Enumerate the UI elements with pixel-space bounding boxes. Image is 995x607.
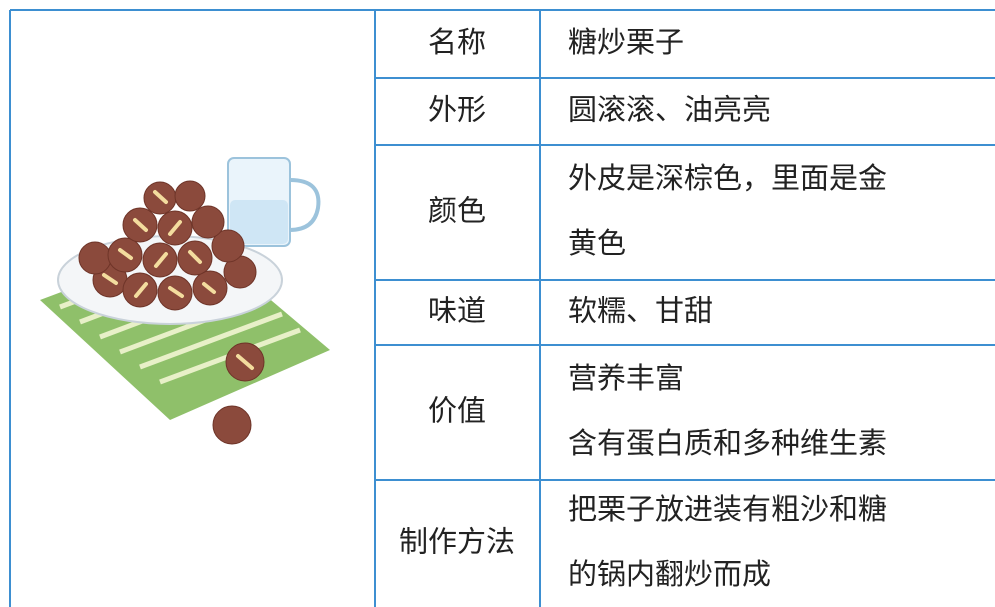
row-label: 价值 [428,394,486,428]
row-value: 外皮是深棕色，里面是金 [568,161,887,195]
row-value: 含有蛋白质和多种维生素 [568,426,887,460]
row-value: 软糯、甘甜 [568,294,713,328]
row-label: 名称 [428,25,486,59]
row-value: 圆滚滚、油亮亮 [568,93,771,127]
row-label: 颜色 [428,194,486,228]
illustration [40,157,330,445]
row-label: 外形 [428,93,486,127]
row-value: 黄色 [568,226,626,260]
row-value: 把栗子放进装有粗沙和糖 [568,492,887,526]
row-label: 味道 [428,294,486,328]
row-value: 糖炒栗子 [568,25,684,59]
table-borders [9,9,995,607]
row-value: 营养丰富 [568,361,684,395]
row-label: 制作方法 [399,525,515,559]
row-value: 的锅内翻炒而成 [568,557,771,591]
